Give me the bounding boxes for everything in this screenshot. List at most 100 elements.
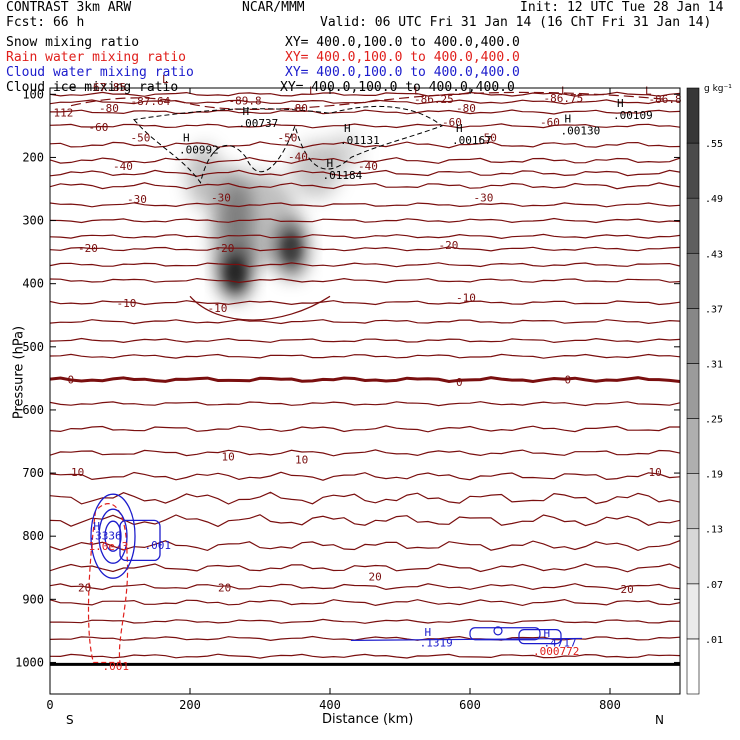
cloud-water-contour xyxy=(104,520,122,552)
field-xy-rain: XY= 400.0,100.0 to 400.0,400.0 xyxy=(285,50,520,65)
low-marker: L xyxy=(309,84,316,97)
temperature-contour xyxy=(50,653,680,659)
temperature-contour xyxy=(50,217,680,224)
colorbar-label: .13 xyxy=(705,525,723,536)
temperature-contour xyxy=(50,156,680,165)
temperature-contour xyxy=(50,91,680,97)
temperature-label: -60 xyxy=(89,121,109,134)
colorbar-swatch xyxy=(686,252,700,309)
temperature-label: 10 xyxy=(71,466,84,479)
colorbar-label: .07 xyxy=(705,580,723,591)
temperature-contour xyxy=(50,618,680,624)
temperature-contour xyxy=(50,425,680,433)
snow-max-value: .00109 xyxy=(613,109,653,122)
temperature-contour xyxy=(50,123,680,129)
temperature-label: -40 xyxy=(113,160,133,173)
high-marker: H xyxy=(183,132,190,145)
temperature-label: 112 xyxy=(54,106,74,119)
y-tick-label: 600 xyxy=(22,403,44,417)
contour-labels: -67.85-87.64 -89.8 -86.25 -86.75 -86.8-80 -80… xyxy=(54,73,682,673)
field-name-rain: Rain water mixing ratio xyxy=(6,50,187,65)
axis-ticks: 0 200 400 600 800100200300400500600700800900… xyxy=(15,87,680,712)
temperature-contour xyxy=(50,141,680,149)
colorbar: .01 .07 .13 .19 .25 .31 .37 .43 .49 .55 xyxy=(686,87,723,695)
colorbar-swatch xyxy=(686,363,700,419)
cloud-ice-contour xyxy=(133,105,444,184)
cloud-water-high-marker: H xyxy=(93,520,100,533)
temperature-label: 10 xyxy=(222,450,235,463)
colorbar-swatch xyxy=(686,308,700,364)
temperature-contour xyxy=(50,246,680,252)
low-marker: L xyxy=(645,84,652,97)
temperature-contour xyxy=(50,319,680,325)
temperature-label: -20 xyxy=(78,242,98,255)
temperature-contour xyxy=(50,401,680,407)
colorbar-label: .37 xyxy=(705,304,723,315)
y-tick-label: 900 xyxy=(22,592,44,606)
temperature-label: -10 xyxy=(208,302,228,315)
colorbar-unit: g kg⁻¹ xyxy=(704,84,732,94)
snow-shade-blob xyxy=(221,173,299,268)
temperature-label: 10 xyxy=(649,466,662,479)
temperature-label: -30 xyxy=(474,192,494,205)
colorbar-swatch xyxy=(686,142,700,199)
temperature-label: -60 xyxy=(540,116,560,129)
x-tick-label: 600 xyxy=(459,698,481,712)
temperature-contour xyxy=(50,277,680,284)
snow-max-value: .00167 xyxy=(452,134,492,147)
temperature-contour xyxy=(50,169,680,177)
snow-shading xyxy=(186,132,362,300)
low-marker: L xyxy=(561,84,568,97)
high-marker: H xyxy=(344,122,351,135)
temperature-contour xyxy=(50,109,680,115)
temperature-contour xyxy=(50,262,680,268)
temperature-label: -86.75 xyxy=(544,92,584,105)
temperature-label: 20 xyxy=(78,582,91,595)
colorbar-label: .19 xyxy=(705,470,723,481)
colorbar-swatch xyxy=(686,87,700,144)
rain-value: 1.0e-3 xyxy=(89,540,129,553)
cloud-water-value: .001 xyxy=(145,539,172,552)
y-tick-label: 1000 xyxy=(15,655,44,669)
temperature-label: -80 xyxy=(456,102,476,115)
temperature-contour-dashed xyxy=(70,91,667,110)
x-tick-label: 0 xyxy=(46,698,53,712)
temperature-label: -89.8 xyxy=(229,94,262,107)
field-name-cloud-water: Cloud water mixing ratio xyxy=(6,65,194,80)
temperature-label: -60 xyxy=(442,116,462,129)
temperature-label: -10 xyxy=(456,291,476,304)
y-tick-label: 100 xyxy=(22,87,44,101)
forecast-hour: Fcst: 66 h xyxy=(6,15,85,30)
field-name-snow: Snow mixing ratio xyxy=(6,35,140,50)
temperature-label: -86.8 xyxy=(649,93,682,106)
cloud-water-contour xyxy=(98,508,128,564)
colorbar-swatch xyxy=(686,418,700,474)
temperature-label: -87.64 xyxy=(131,95,171,108)
temperature-label: 20 xyxy=(621,583,634,596)
temperature-label: -40 xyxy=(358,160,378,173)
colorbar-swatch xyxy=(686,528,700,585)
x-end-north: N xyxy=(655,713,664,727)
snow-max-value: .01131 xyxy=(340,134,380,147)
cloud-water-value: .1319 xyxy=(420,637,453,650)
temperature-contour xyxy=(50,514,680,528)
colorbar-label: .01 xyxy=(705,635,723,646)
colorbar-label: .43 xyxy=(705,249,723,260)
temperature-label: -50 xyxy=(131,132,151,145)
y-tick-label: 300 xyxy=(22,214,44,228)
colorbar-label: .31 xyxy=(705,359,723,370)
x-tick-label: 800 xyxy=(599,698,621,712)
temperature-contour xyxy=(50,563,680,573)
cloud-water-contour xyxy=(518,629,562,645)
temperature-contour xyxy=(50,202,680,208)
temperature-label: 20 xyxy=(218,582,231,595)
high-marker: H xyxy=(243,105,250,118)
low-marker: L xyxy=(414,84,421,97)
high-marker: H xyxy=(565,113,572,126)
temperature-contour xyxy=(189,295,331,321)
field-xy-cloud-water: XY= 400.0,100.0 to 400.0,400.0 xyxy=(285,65,520,80)
y-tick-label: 200 xyxy=(22,150,44,164)
temperature-contour xyxy=(50,449,680,457)
snow-max-value: .00130 xyxy=(561,125,601,138)
